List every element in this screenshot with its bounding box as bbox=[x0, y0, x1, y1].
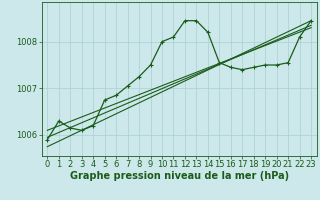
X-axis label: Graphe pression niveau de la mer (hPa): Graphe pression niveau de la mer (hPa) bbox=[70, 171, 289, 181]
